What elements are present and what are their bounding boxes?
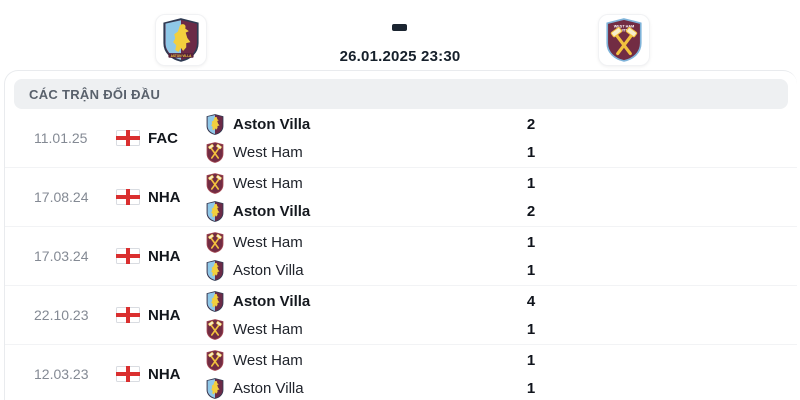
team-line: Aston Villa 2 [206, 199, 797, 224]
team-name: Aston Villa [233, 292, 311, 310]
england-flag-icon [116, 130, 140, 146]
team-name: West Ham [233, 143, 303, 161]
match-row[interactable]: 22.10.23 NHA Aston Villa 4 [5, 285, 797, 344]
h2h-section: CÁC TRẬN ĐỐI ĐẦU 11.01.25 FAC Aston Vill… [4, 70, 797, 400]
match-row[interactable]: 12.03.23 NHA West Ham 1 [5, 344, 797, 400]
aston-villa-crest-icon [206, 200, 224, 222]
team-crest [206, 172, 224, 194]
team-name: Aston Villa [233, 379, 304, 397]
team-name: West Ham [233, 174, 303, 192]
competition-code: NHA [148, 365, 181, 383]
team-score: 2 [526, 115, 536, 133]
section-header-bar: CÁC TRẬN ĐỐI ĐẦU [14, 79, 788, 109]
aston-villa-crest-icon [206, 113, 224, 135]
aston-villa-crest-icon [206, 259, 224, 281]
team-line: West Ham 1 [206, 348, 797, 373]
team-score: 1 [526, 143, 536, 161]
match-header: ASTON VILLA 26.01.2025 23:30 WEST HAM UN… [0, 0, 800, 70]
section-title: CÁC TRẬN ĐỐI ĐẦU [29, 86, 161, 102]
team-crest [206, 141, 224, 163]
h2h-rows: 11.01.25 FAC Aston Villa 2 [5, 109, 797, 400]
svg-text:UNITED: UNITED [618, 29, 631, 33]
competition-flag [116, 366, 140, 382]
team-line: West Ham 1 [206, 140, 797, 165]
match-teams: West Ham 1 Aston Villa 2 [206, 171, 797, 224]
team-score: 1 [526, 320, 536, 338]
aston-villa-crest-icon [206, 290, 224, 312]
team-name: West Ham [233, 320, 303, 338]
match-row[interactable]: 17.08.24 NHA West Ham 1 [5, 167, 797, 226]
aston-villa-crest-icon: ASTON VILLA [163, 18, 199, 62]
team-name: West Ham [233, 233, 303, 251]
team-crest [206, 200, 224, 222]
match-teams: West Ham 1 Aston Villa 1 [206, 348, 797, 400]
kickoff-datetime: 26.01.2025 23:30 [339, 48, 461, 65]
west-ham-crest-icon [206, 231, 224, 253]
west-ham-crest-icon [206, 349, 224, 371]
competition-flag [116, 307, 140, 323]
team-crest [206, 290, 224, 312]
competition-code: NHA [148, 188, 181, 206]
match-date: 17.08.24 [34, 189, 89, 205]
england-flag-icon [116, 307, 140, 323]
england-flag-icon [116, 189, 140, 205]
match-row[interactable]: 17.03.24 NHA West Ham 1 [5, 226, 797, 285]
west-ham-crest-icon: WEST HAM UNITED [606, 18, 642, 62]
match-date: 11.01.25 [34, 130, 88, 146]
competition-flag [116, 130, 140, 146]
vs-dash [392, 24, 407, 31]
team-crest [206, 318, 224, 340]
team-line: West Ham 1 [206, 317, 797, 342]
competition-code: NHA [148, 306, 181, 324]
team-score: 4 [526, 292, 536, 310]
match-date: 17.03.24 [34, 248, 89, 264]
team-score: 1 [526, 261, 536, 279]
team-crest [206, 113, 224, 135]
west-ham-crest-icon [206, 141, 224, 163]
team-name: Aston Villa [233, 261, 304, 279]
match-date: 12.03.23 [34, 366, 89, 382]
away-team-logo-card: WEST HAM UNITED [598, 14, 650, 66]
competition-flag [116, 248, 140, 264]
match-row[interactable]: 11.01.25 FAC Aston Villa 2 [5, 109, 797, 167]
team-line: Aston Villa 2 [206, 112, 797, 137]
competition-code: NHA [148, 247, 181, 265]
team-name: West Ham [233, 351, 303, 369]
team-line: Aston Villa 4 [206, 289, 797, 314]
team-score: 1 [526, 351, 536, 369]
team-name: Aston Villa [233, 202, 311, 220]
team-score: 1 [526, 174, 536, 192]
team-name: Aston Villa [233, 115, 311, 133]
team-crest [206, 259, 224, 281]
team-score: 1 [526, 379, 536, 397]
team-crest [206, 377, 224, 399]
competition-flag [116, 189, 140, 205]
england-flag-icon [116, 248, 140, 264]
team-crest [206, 231, 224, 253]
competition-code: FAC [148, 129, 178, 147]
team-line: West Ham 1 [206, 171, 797, 196]
team-line: Aston Villa 1 [206, 258, 797, 283]
svg-text:ASTON VILLA: ASTON VILLA [171, 54, 193, 58]
match-teams: West Ham 1 Aston Villa 1 [206, 230, 797, 283]
west-ham-crest-icon [206, 318, 224, 340]
home-team-logo-card: ASTON VILLA [155, 14, 207, 66]
match-teams: Aston Villa 2 West Ham 1 [206, 112, 797, 165]
team-score: 2 [526, 202, 536, 220]
svg-text:WEST HAM: WEST HAM [614, 24, 635, 28]
england-flag-icon [116, 366, 140, 382]
team-line: Aston Villa 1 [206, 376, 797, 400]
match-teams: Aston Villa 4 West Ham 1 [206, 289, 797, 342]
aston-villa-crest-icon [206, 377, 224, 399]
west-ham-crest-icon [206, 172, 224, 194]
team-score: 1 [526, 233, 536, 251]
team-crest [206, 349, 224, 371]
match-date: 22.10.23 [34, 307, 89, 323]
team-line: West Ham 1 [206, 230, 797, 255]
